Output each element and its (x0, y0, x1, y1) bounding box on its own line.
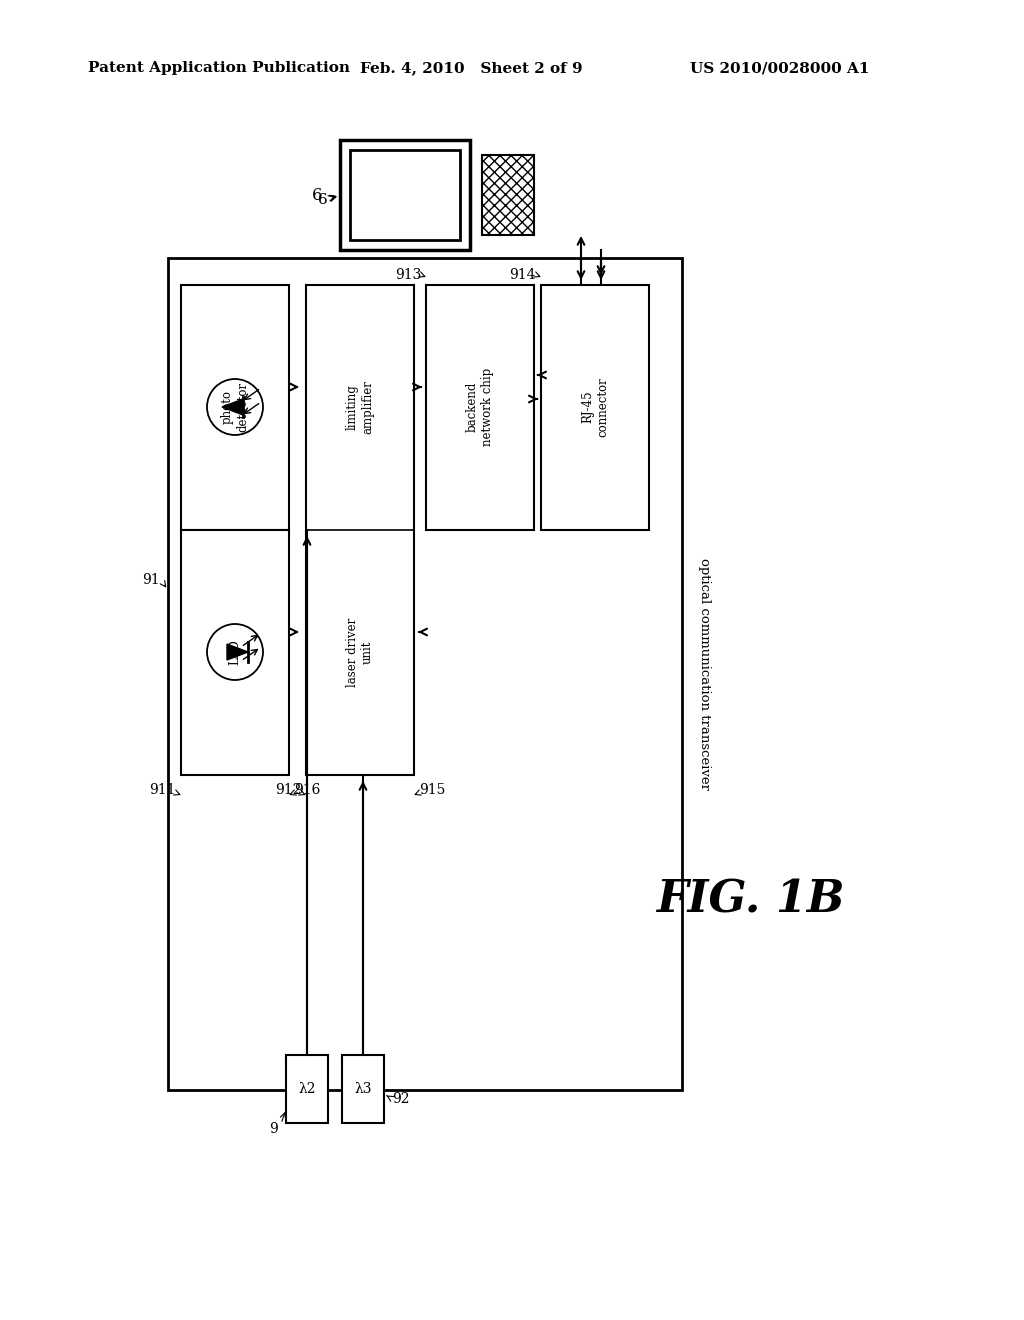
Text: λ2: λ2 (298, 1082, 315, 1096)
Bar (482, 154, 534, 235)
Text: photo
detector: photo detector (221, 381, 249, 432)
Text: 9: 9 (269, 1122, 278, 1137)
Text: 92: 92 (392, 1092, 410, 1106)
Text: 915: 915 (419, 783, 445, 797)
Text: 914: 914 (510, 268, 536, 282)
Bar (306, 285, 414, 775)
Text: 6: 6 (318, 193, 328, 207)
Bar (181, 285, 289, 531)
Polygon shape (222, 399, 243, 414)
Text: 6: 6 (311, 186, 322, 203)
Text: US 2010/0028000 A1: US 2010/0028000 A1 (690, 61, 869, 75)
Bar (340, 140, 470, 249)
Text: λ3: λ3 (354, 1082, 372, 1096)
Bar (168, 257, 682, 1090)
Text: backend
network chip: backend network chip (466, 368, 494, 446)
Text: 912: 912 (274, 783, 301, 797)
Text: 916: 916 (294, 783, 321, 797)
Bar (342, 1055, 384, 1123)
Bar (286, 1055, 328, 1123)
Bar (541, 285, 649, 531)
Text: RJ-45
connector: RJ-45 connector (581, 378, 609, 437)
Text: Feb. 4, 2010   Sheet 2 of 9: Feb. 4, 2010 Sheet 2 of 9 (360, 61, 583, 75)
Bar (426, 285, 534, 531)
Text: 911: 911 (150, 783, 176, 797)
Text: laser driver
unit: laser driver unit (346, 618, 374, 686)
Text: 913: 913 (394, 268, 421, 282)
Text: optical communication transceiver: optical communication transceiver (697, 558, 711, 789)
Bar (181, 531, 289, 775)
Text: FIG. 1B: FIG. 1B (655, 879, 844, 921)
Polygon shape (227, 644, 248, 660)
Text: LED: LED (228, 639, 242, 665)
Text: Patent Application Publication: Patent Application Publication (88, 61, 350, 75)
Text: 91: 91 (142, 573, 160, 587)
Text: limiting
amplifier: limiting amplifier (346, 380, 374, 434)
Bar (350, 150, 460, 240)
